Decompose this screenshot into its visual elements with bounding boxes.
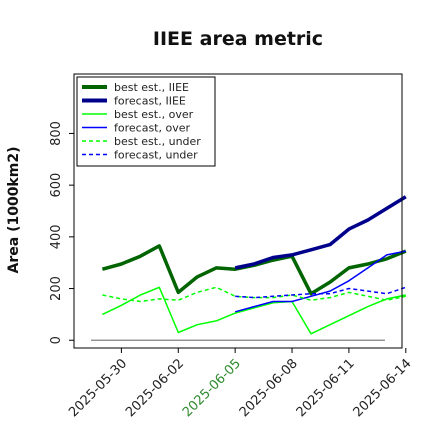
series-line-4 <box>102 286 406 303</box>
plot-area <box>91 195 407 341</box>
x-tick-label-1: 2025-06-02 <box>123 356 187 420</box>
x-tick-label-3: 2025-06-08 <box>237 356 301 420</box>
series-line-0 <box>101 244 407 296</box>
y-tick-label-2: 400 <box>49 224 64 249</box>
legend-label-2: best est., over <box>114 108 194 121</box>
legend-label-5: forecast, under <box>114 149 198 162</box>
legend-label-1: forecast, IIEE <box>114 95 186 108</box>
series-line-1 <box>234 195 407 270</box>
legend-label-0: best est., IIEE <box>114 81 189 94</box>
x-tick-label-2: 2025-06-05 <box>180 356 244 420</box>
legend-label-4: best est., under <box>114 135 201 148</box>
chart-title: IIEE area metric <box>153 28 323 50</box>
legend-box <box>76 76 216 167</box>
x-tick-label-5: 2025-06-14 <box>351 356 415 420</box>
x-tick-label-0: 2025-05-30 <box>66 356 130 420</box>
y-tick-label-0: 0 <box>49 336 64 344</box>
legend-label-3: forecast, over <box>114 122 190 135</box>
x-tick-label-4: 2025-06-11 <box>294 356 358 420</box>
y-tick-label-4: 800 <box>49 121 64 146</box>
y-tick-label-1: 200 <box>49 276 64 301</box>
y-tick-label-3: 600 <box>49 173 64 198</box>
series-line-5 <box>235 286 407 299</box>
plot-frame <box>73 73 403 349</box>
series-line-2 <box>102 286 406 335</box>
y-axis-label: Area (1000km2) <box>6 147 22 274</box>
